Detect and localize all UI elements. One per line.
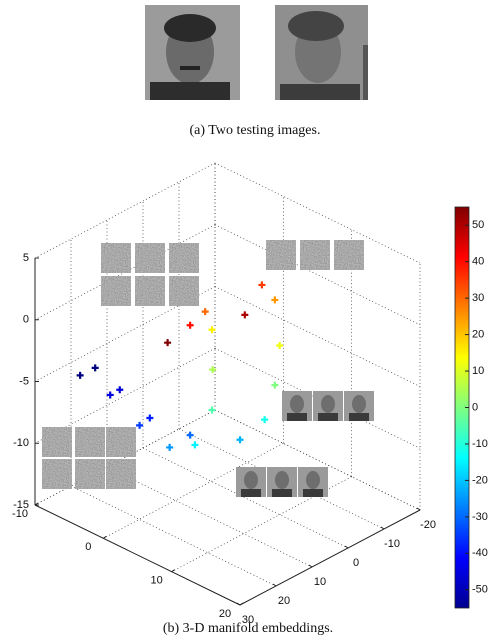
tick-mark bbox=[103, 535, 107, 539]
point bbox=[261, 416, 269, 424]
x-tick-label: 0 bbox=[85, 541, 91, 553]
point bbox=[241, 311, 249, 319]
grid-line bbox=[34, 347, 216, 444]
point bbox=[186, 321, 194, 329]
axis-line bbox=[34, 504, 241, 606]
tick-mark bbox=[171, 569, 175, 573]
thumbnails bbox=[42, 427, 136, 489]
point bbox=[186, 431, 194, 439]
caption: (a) Two testing images. bbox=[190, 123, 321, 138]
colorbar-tick-label: -50 bbox=[472, 584, 488, 596]
point bbox=[208, 406, 216, 414]
point bbox=[236, 436, 244, 444]
z-tick-label: -10 bbox=[13, 437, 29, 449]
y-tick-label: 30 bbox=[242, 614, 254, 626]
tick-mark bbox=[236, 602, 241, 606]
point bbox=[271, 296, 279, 304]
colorbar-tick-label: 30 bbox=[472, 292, 484, 304]
colorbar-tick-label: -20 bbox=[472, 474, 488, 486]
grid-line bbox=[34, 162, 216, 259]
axis-line bbox=[239, 509, 421, 606]
y-tick-label: 10 bbox=[314, 576, 326, 588]
y-tick-label: -10 bbox=[384, 538, 400, 550]
colorbar-axis: -50 -40 -30 -20 -10 0 10 20 30 40 50 bbox=[465, 219, 488, 596]
grid-line bbox=[103, 443, 284, 539]
point bbox=[164, 339, 172, 347]
point bbox=[146, 414, 154, 422]
colorbar-tick-label: 20 bbox=[472, 328, 484, 340]
z-tick-label: -5 bbox=[19, 375, 29, 387]
y-tick-label: 20 bbox=[278, 595, 290, 607]
point bbox=[201, 308, 209, 316]
tick-mark bbox=[344, 545, 349, 549]
tick-mark bbox=[380, 526, 385, 530]
point bbox=[136, 421, 144, 429]
z-tick-label: 5 bbox=[23, 252, 29, 264]
grid-line bbox=[34, 409, 216, 506]
point bbox=[191, 441, 199, 449]
test-image bbox=[275, 5, 368, 100]
point bbox=[106, 391, 114, 399]
tick-mark bbox=[239, 602, 244, 606]
grid-line bbox=[34, 286, 216, 382]
test-image bbox=[145, 5, 240, 100]
caption: (b) 3-D manifold embeddings. bbox=[163, 621, 333, 636]
grid-line bbox=[214, 224, 421, 326]
point bbox=[209, 366, 217, 374]
colorbar-tick-label: 0 bbox=[472, 401, 478, 413]
point bbox=[258, 281, 266, 289]
x-tick-label: 20 bbox=[219, 608, 231, 620]
point bbox=[116, 386, 124, 394]
colorbar-tick-label: 10 bbox=[472, 365, 484, 377]
grid-line bbox=[214, 286, 421, 387]
tick-mark bbox=[272, 583, 277, 587]
point bbox=[271, 381, 279, 389]
colorbar-tick-label: -30 bbox=[472, 511, 488, 523]
point bbox=[208, 326, 216, 334]
z-tick-label: 0 bbox=[23, 314, 29, 326]
colorbar-tick-label: 40 bbox=[472, 256, 484, 268]
grid-line bbox=[171, 476, 352, 572]
colorbar-tick-label: -40 bbox=[472, 547, 488, 559]
y-tick-label: 0 bbox=[353, 557, 359, 569]
thumbnails bbox=[282, 391, 374, 421]
point bbox=[276, 341, 284, 349]
thumbnails bbox=[101, 243, 199, 306]
x-tick-label: -10 bbox=[12, 508, 28, 520]
colorbar-tick-label: -10 bbox=[472, 438, 488, 450]
point bbox=[76, 371, 84, 379]
thumbnails bbox=[236, 467, 328, 497]
point bbox=[91, 364, 99, 372]
x-tick-label: 10 bbox=[151, 575, 163, 587]
thumbnails bbox=[266, 240, 364, 270]
point bbox=[166, 443, 174, 451]
tick-mark bbox=[308, 564, 313, 568]
tick-mark bbox=[416, 507, 421, 511]
y-tick-label: -20 bbox=[420, 519, 436, 531]
z-tick-label: -15 bbox=[13, 499, 29, 511]
colorbar-tick-label: 50 bbox=[472, 219, 484, 231]
